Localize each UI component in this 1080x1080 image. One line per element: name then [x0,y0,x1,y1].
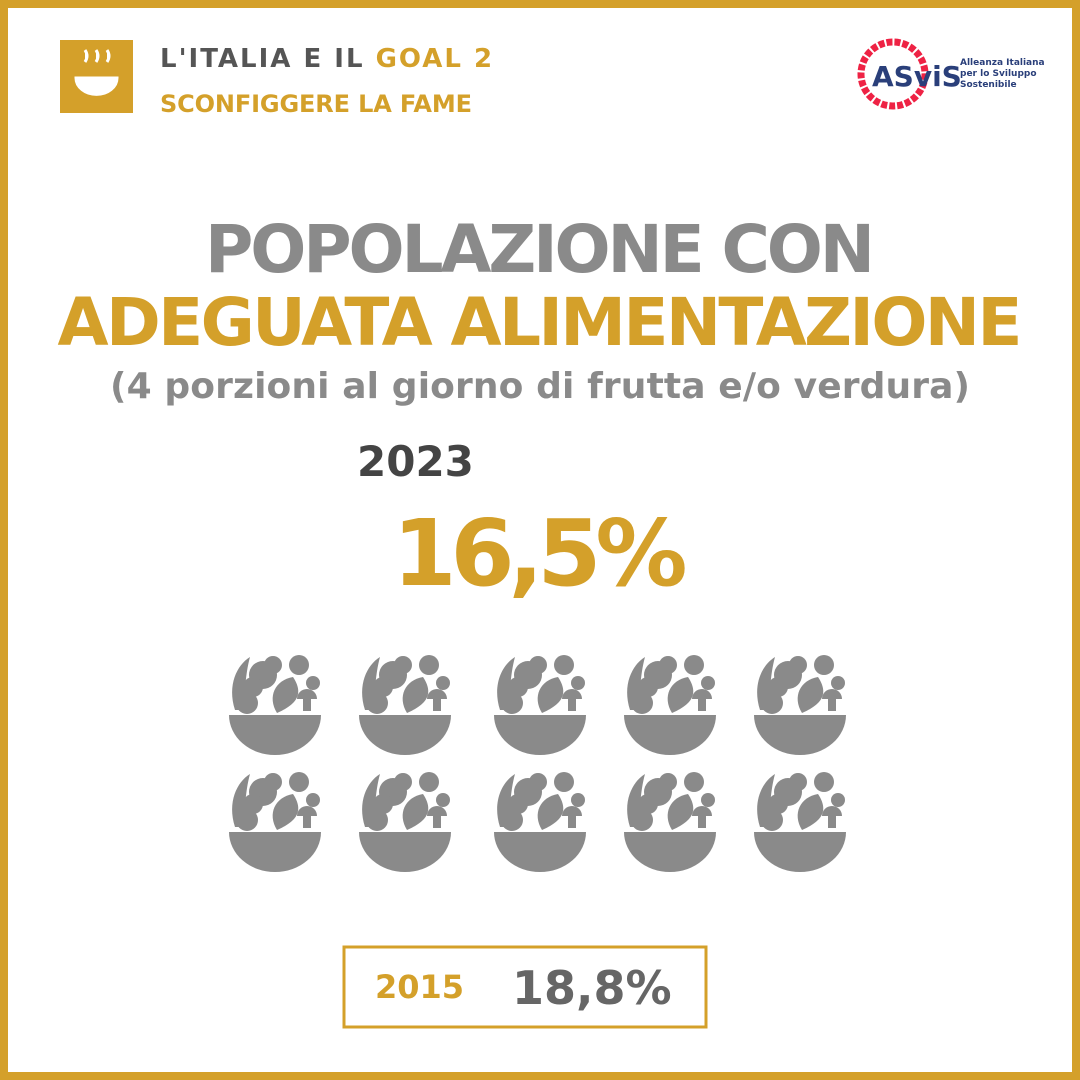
heading-note: (4 porzioni al giorno di frutta e/o verd… [110,366,970,407]
bowl [754,655,846,755]
year: 2023 [357,437,474,486]
bowl [494,655,586,755]
soup-icon [74,49,119,96]
bowl [229,655,321,755]
baseline-value: 18,8% [512,961,672,1015]
baseline-year: 2015 [375,968,464,1006]
header-title-b: GOAL 2 [376,44,495,74]
bowl [359,655,451,755]
header-title: L'ITALIA E IL GOAL 2 [160,44,494,74]
heading-line: POPOLAZIONE CON [205,211,875,288]
logo-tagline: per lo Sviluppo [960,69,1037,79]
baseline-box [342,945,708,1029]
heading-line: ADEGUATA ALIMENTAZIONE [58,284,1023,361]
logo-tagline: Sostenibile [960,80,1017,90]
bowl [754,772,846,872]
header-subtitle: SCONFIGGERE LA FAME [160,90,472,118]
header-title-a: L'ITALIA E IL [160,44,376,74]
logo-tagline: Alleanza Italiana [960,58,1045,68]
logo-ring [857,38,929,110]
pictogram [229,655,846,872]
bowl [359,772,451,872]
logo-name: ASviS [872,60,962,93]
bowl [624,655,716,755]
bowl [229,772,321,872]
bowl [494,772,586,872]
bowl [624,772,716,872]
main-value: 16,5% [393,500,688,607]
